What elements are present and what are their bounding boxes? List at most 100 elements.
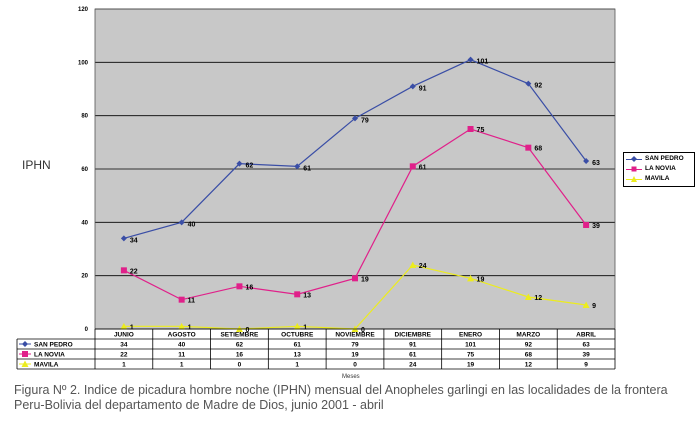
data-label: 13 bbox=[303, 292, 311, 299]
x-category-label: DICIEMBRE bbox=[395, 332, 432, 339]
table-cell: 61 bbox=[294, 342, 302, 349]
table-cell: 0 bbox=[238, 362, 242, 369]
data-label: 61 bbox=[303, 165, 311, 172]
y-tick-label: 0 bbox=[85, 327, 89, 333]
y-tick-label: 100 bbox=[78, 60, 89, 66]
data-label: 1 bbox=[303, 324, 307, 331]
data-label: 79 bbox=[361, 117, 369, 124]
legend-label: MAVILA bbox=[645, 175, 670, 182]
legend-label: LA NOVIA bbox=[645, 165, 676, 172]
data-point-marker bbox=[178, 219, 185, 226]
data-label: 11 bbox=[188, 298, 196, 305]
table-series-label: LA NOVIA bbox=[34, 352, 65, 359]
table-cell: 40 bbox=[178, 342, 186, 349]
legend-label: SAN PEDRO bbox=[645, 155, 684, 162]
table-cell: 0 bbox=[353, 362, 357, 369]
data-point-marker bbox=[236, 160, 243, 167]
x-category-label: JUNIO bbox=[114, 332, 134, 339]
legend-item-mavila: MAVILA bbox=[626, 175, 692, 185]
data-point-marker bbox=[409, 163, 416, 170]
triangle-icon bbox=[631, 176, 637, 182]
table-cell: 75 bbox=[467, 352, 475, 359]
table-cell: 1 bbox=[122, 362, 126, 369]
data-label: 39 bbox=[592, 223, 600, 230]
table-cell: 101 bbox=[465, 342, 476, 349]
data-point-marker bbox=[352, 275, 358, 282]
data-point-marker bbox=[525, 144, 532, 151]
table-cell: 24 bbox=[409, 362, 417, 369]
data-label: 63 bbox=[592, 160, 600, 167]
table-cell: 11 bbox=[178, 352, 185, 359]
table-cell: 39 bbox=[582, 352, 590, 359]
data-label: 19 bbox=[477, 276, 485, 283]
table-cell: 91 bbox=[409, 342, 417, 349]
legend-item-la-novia: LA NOVIA bbox=[626, 165, 692, 175]
data-point-marker bbox=[583, 158, 590, 164]
table-cell: 13 bbox=[294, 352, 302, 359]
data-point-marker bbox=[120, 322, 128, 330]
data-label: 75 bbox=[477, 127, 485, 134]
table-cell: 61 bbox=[409, 352, 417, 359]
table-cell: 12 bbox=[525, 362, 533, 369]
data-label: 16 bbox=[245, 284, 253, 291]
data-point-marker bbox=[120, 267, 127, 274]
y-tick-label: 80 bbox=[81, 114, 88, 120]
data-point-marker bbox=[178, 296, 185, 303]
table-cell: 79 bbox=[351, 342, 359, 349]
x-category-label: ABRIL bbox=[576, 332, 596, 339]
data-point-marker bbox=[525, 80, 532, 87]
data-point-marker bbox=[467, 126, 474, 132]
table-series-label: MAVILA bbox=[34, 362, 59, 369]
y-tick-label: 20 bbox=[81, 274, 88, 280]
table-cell: 63 bbox=[582, 342, 590, 349]
data-table: JUNIO AGOSTO SETIEMBRE OCTUBRE NOVIEMBRE DICI… bbox=[16, 328, 616, 370]
x-category-label: OCTUBRE bbox=[281, 332, 314, 339]
x-category-label: NOVIEMBRE bbox=[335, 332, 375, 339]
data-label: 12 bbox=[534, 295, 542, 302]
data-point-marker bbox=[352, 115, 358, 122]
table-cell: 19 bbox=[467, 362, 475, 369]
x-category-label: AGOSTO bbox=[168, 332, 196, 339]
data-label: 61 bbox=[419, 164, 427, 171]
data-point-marker bbox=[467, 274, 475, 282]
data-label: 24 bbox=[419, 263, 427, 270]
table-cell: 9 bbox=[584, 362, 588, 369]
diamond-icon bbox=[22, 341, 28, 347]
figure-caption: Figura Nº 2. Indice de picadura hombre n… bbox=[14, 383, 668, 412]
data-point-marker bbox=[409, 83, 416, 90]
data-label: 0 bbox=[361, 327, 365, 334]
data-label: 40 bbox=[188, 221, 196, 228]
data-label: 1 bbox=[188, 324, 192, 331]
table-cell: 19 bbox=[351, 352, 359, 359]
y-axis: 0 20 40 60 80 100 120 bbox=[78, 7, 89, 333]
data-point-marker bbox=[583, 222, 590, 228]
data-point-marker bbox=[294, 163, 301, 170]
y-axis-label: IPHN bbox=[22, 158, 51, 172]
data-label: 92 bbox=[534, 83, 542, 90]
x-category-label: ENERO bbox=[459, 332, 482, 339]
data-point-marker bbox=[120, 235, 127, 242]
x-category-label: SETIEMBRE bbox=[220, 332, 259, 339]
table-cell: 16 bbox=[236, 352, 244, 359]
data-label: 19 bbox=[361, 276, 369, 283]
data-label: 0 bbox=[245, 327, 249, 334]
y-tick-label: 120 bbox=[78, 7, 89, 13]
table-series-label: SAN PEDRO bbox=[34, 342, 73, 349]
y-tick-label: 60 bbox=[81, 167, 88, 173]
legend: SAN PEDRO LA NOVIA MAVILA bbox=[623, 152, 695, 187]
table-cell: 22 bbox=[120, 352, 128, 359]
table-cell: 1 bbox=[180, 362, 184, 369]
data-point-marker bbox=[293, 322, 301, 330]
x-axis-label: Meses bbox=[342, 374, 360, 380]
data-label: 91 bbox=[419, 85, 427, 92]
square-icon bbox=[22, 351, 28, 357]
y-tick-label: 40 bbox=[81, 220, 88, 226]
data-label: 22 bbox=[130, 268, 138, 275]
data-label: 62 bbox=[245, 163, 253, 170]
data-point-marker bbox=[409, 261, 417, 268]
triangle-icon bbox=[21, 360, 29, 367]
legend-item-san-pedro: SAN PEDRO bbox=[626, 155, 692, 165]
data-label: 34 bbox=[130, 237, 138, 244]
table-cell: 68 bbox=[525, 352, 533, 359]
